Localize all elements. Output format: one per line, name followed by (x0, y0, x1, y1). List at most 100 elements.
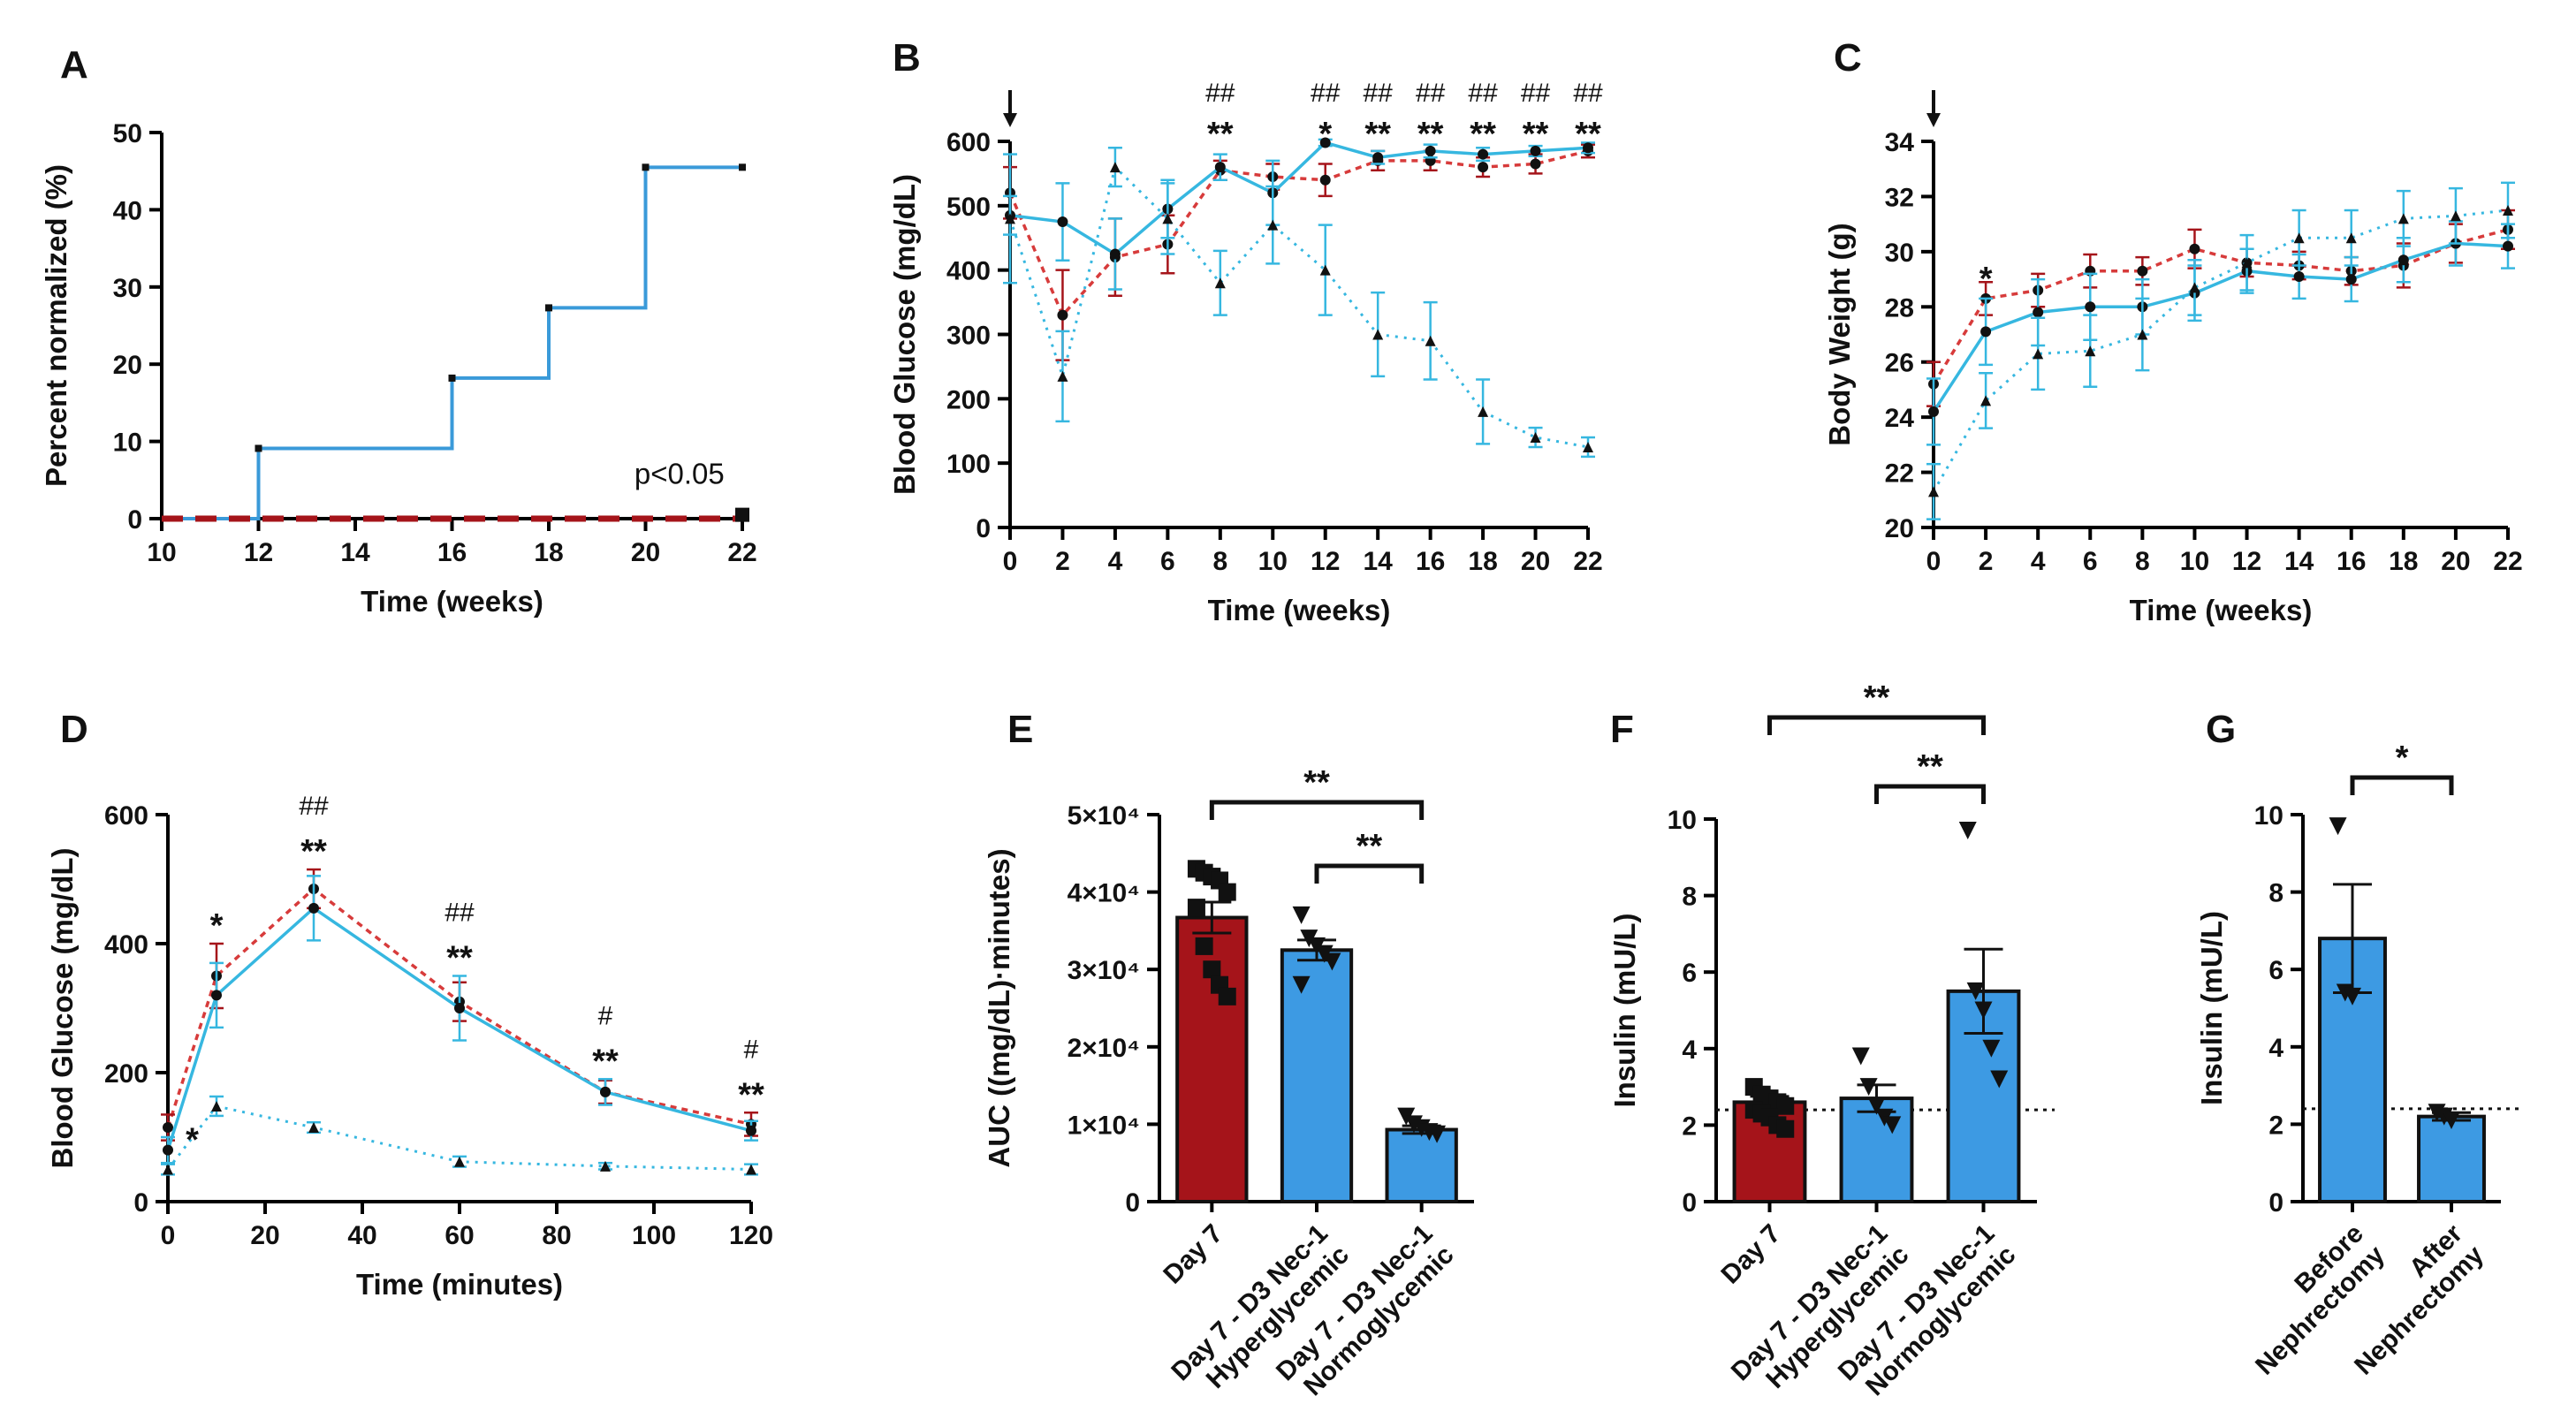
data-point (1958, 821, 1977, 839)
data-point (2189, 282, 2200, 293)
x-tick-label: 0 (1926, 547, 1941, 576)
panel-label-B: B (893, 36, 921, 80)
x-tick-label: 14 (2284, 547, 2314, 576)
y-tick-label: 0 (127, 505, 142, 535)
x-tick-label: 12 (2232, 547, 2261, 576)
y-tick-label: 400 (946, 257, 991, 286)
y-tick-label: 2×10⁴ (1068, 1034, 1140, 1063)
data-point (1883, 1116, 1902, 1134)
x-tick-label: 14 (340, 538, 370, 567)
y-tick-label: 40 (113, 196, 142, 225)
x-tick-label: 80 (542, 1221, 571, 1250)
x-tick-label: 20 (250, 1221, 279, 1250)
significance-star: ** (592, 1043, 619, 1080)
data-point (1057, 370, 1068, 382)
significance-hash: ## (299, 792, 329, 821)
y-tick-label: 600 (946, 128, 991, 157)
data-point (1319, 174, 1331, 186)
data-point (1928, 486, 1939, 497)
data-point (211, 990, 222, 1001)
x-tick-label: 6 (1160, 547, 1175, 576)
data-point (2293, 270, 2305, 282)
data-point (2443, 1112, 2460, 1130)
data-point (2397, 213, 2409, 224)
data-point (1372, 329, 1384, 340)
data-point-end (735, 507, 749, 522)
y-tick-label: 0 (133, 1188, 148, 1218)
data-point (1776, 1119, 1795, 1138)
significance-star: * (1318, 116, 1332, 153)
data-point (2345, 274, 2357, 285)
data-point (2137, 265, 2148, 277)
y-tick-label: 10 (1668, 806, 1697, 835)
significance-star: ** (300, 833, 327, 870)
x-tick-label: 20 (1521, 547, 1550, 576)
data-point (163, 1144, 173, 1156)
data-point (2033, 348, 2044, 360)
significance-label: ** (1303, 764, 1330, 801)
y-tick-label: 28 (1885, 293, 1914, 322)
significance-bracket (1209, 800, 1425, 820)
significance-hash: ## (1521, 79, 1551, 108)
significance-hash: # (744, 1035, 759, 1064)
y-tick-label: 6 (1682, 959, 1697, 988)
data-point (1980, 395, 1992, 406)
significance-bracket (1767, 715, 1986, 735)
data-point (255, 444, 262, 452)
y-tick-label: 200 (104, 1059, 148, 1089)
data-point (454, 1156, 465, 1167)
x-tick-label: 12 (244, 538, 273, 567)
x-tick-label: 18 (534, 538, 563, 567)
significance-hash: ## (1205, 79, 1235, 108)
significance-star: ** (1207, 116, 1234, 153)
x-axis-label: Time (weeks) (2130, 594, 2313, 626)
data-point (1851, 1047, 1870, 1066)
data-point (1974, 1001, 1993, 1020)
y-tick-label: 20 (1885, 514, 1914, 543)
data-point (1982, 1039, 2001, 1058)
significance-star: ** (1523, 116, 1549, 153)
y-axis-label: Blood Glucose (mg/dL) (46, 848, 79, 1169)
significance-star: ** (446, 940, 473, 977)
significance-star: * (210, 907, 224, 945)
significance-bracket (1874, 784, 1986, 804)
series-line (1932, 241, 2509, 413)
data-point (2241, 257, 2253, 269)
data-point (600, 1086, 611, 1097)
y-tick-label: 24 (1885, 404, 1915, 433)
data-point (1966, 982, 1985, 1000)
data-point (308, 902, 319, 914)
y-tick-label: 32 (1885, 183, 1914, 212)
data-point (1425, 335, 1436, 346)
y-tick-label: 1×10⁴ (1068, 1111, 1140, 1140)
y-axis-label: Body Weight (g) (1823, 223, 1856, 445)
significance-star: * (186, 1122, 199, 1159)
data-point (1319, 137, 1331, 148)
data-point (746, 1164, 756, 1175)
series-line (1008, 164, 1589, 449)
data-point (1319, 264, 1331, 276)
data-point (1187, 899, 1205, 917)
y-axis-label: Percent normalized (%) (40, 164, 72, 487)
y-tick-label: 100 (946, 450, 991, 479)
data-point (1218, 987, 1236, 1005)
y-tick-label: 0 (2268, 1188, 2283, 1218)
x-tick-label: 20 (2441, 547, 2470, 576)
x-tick-label: 18 (2389, 547, 2418, 576)
y-axis-label: AUC ((mg/dL)·minutes) (983, 848, 1015, 1167)
data-point (1530, 432, 1541, 444)
y-tick-label: 8 (2268, 879, 2283, 908)
data-point (1530, 158, 1541, 170)
y-tick-label: 10 (2254, 801, 2283, 831)
category-label-line: Day 7 (1158, 1219, 1228, 1290)
data-point (2085, 301, 2096, 313)
significance-star: ** (1417, 116, 1444, 153)
x-tick-label: 2 (1979, 547, 1994, 576)
data-point (1214, 162, 1226, 173)
data-point (1980, 326, 1992, 338)
panel-label-A: A (60, 43, 88, 87)
x-tick-label: 0 (1003, 547, 1018, 576)
y-tick-label: 0 (1125, 1188, 1140, 1218)
chart-B: B 0 2 4 6 8 10 12 14 16 18 20 22 0 100 200 300 400 500 600 T… (888, 36, 1603, 626)
